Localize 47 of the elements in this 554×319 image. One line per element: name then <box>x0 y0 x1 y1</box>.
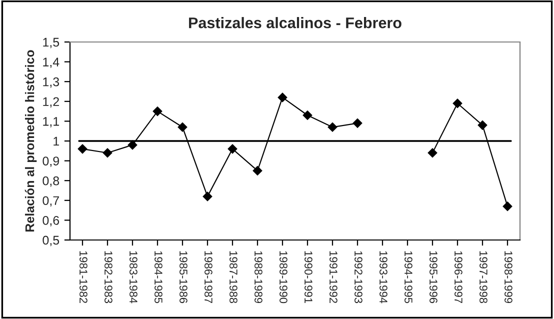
x-tick-label: 1989-1990 <box>280 251 288 304</box>
point <box>502 202 512 211</box>
chart-title: Pastizales alcalinos - Febrero <box>189 17 402 28</box>
point <box>452 98 462 108</box>
x-tick-label: 1991-1992 <box>330 251 338 303</box>
y-tick-label: 1,1 <box>43 117 59 128</box>
point <box>302 110 312 120</box>
y-tick-label: 1,2 <box>43 97 59 108</box>
y-tick-label: 1,5 <box>43 38 60 48</box>
point <box>178 122 188 132</box>
x-tick-label: 1981-1982 <box>80 251 88 303</box>
x-tick-label: 1993-1994 <box>380 251 388 304</box>
x-tick-label: 1990-1991 <box>304 251 312 304</box>
point <box>428 148 438 158</box>
y-tick-label: 0,6 <box>42 216 60 226</box>
y-tick-label: 0,8 <box>42 176 60 187</box>
x-tick-label: 1992-1993 <box>354 251 362 304</box>
point <box>252 166 262 176</box>
y-tick-label: 1 <box>54 136 59 146</box>
point <box>202 192 212 202</box>
y-tick-label: 0,7 <box>42 196 59 207</box>
y-tick-label: 0,9 <box>42 156 59 167</box>
point <box>152 106 162 116</box>
x-tick-label: 1982-1983 <box>104 251 112 304</box>
y-tick-label: 1,4 <box>43 58 60 68</box>
x-tick-label: 1994-1995 <box>404 251 412 304</box>
point <box>78 144 88 154</box>
point <box>352 118 362 128</box>
point <box>128 140 138 150</box>
point <box>278 92 288 102</box>
x-tick-label: 1986-1987 <box>204 251 212 303</box>
x-tick-label: 1995-1996 <box>430 251 438 304</box>
y-axis-title: Relación al promedio histórico <box>24 50 37 232</box>
point <box>478 120 488 130</box>
x-tick-label: 1983-1984 <box>130 251 138 304</box>
y-tick-label: 1,3 <box>43 77 60 88</box>
x-tick-label: 1997-1998 <box>480 251 488 304</box>
y-tick-label: 0,5 <box>42 236 60 246</box>
point <box>102 148 112 158</box>
x-tick-label: 1988-1989 <box>254 251 262 304</box>
point <box>228 144 238 154</box>
x-tick-label: 1998-1999 <box>504 251 512 304</box>
x-tick-label: 1987-1988 <box>230 251 238 304</box>
x-tick-label: 1985-1986 <box>180 251 188 304</box>
x-tick-label: 1984-1985 <box>154 251 162 304</box>
point <box>328 122 338 132</box>
x-tick-label: 1996-1997 <box>454 251 462 303</box>
